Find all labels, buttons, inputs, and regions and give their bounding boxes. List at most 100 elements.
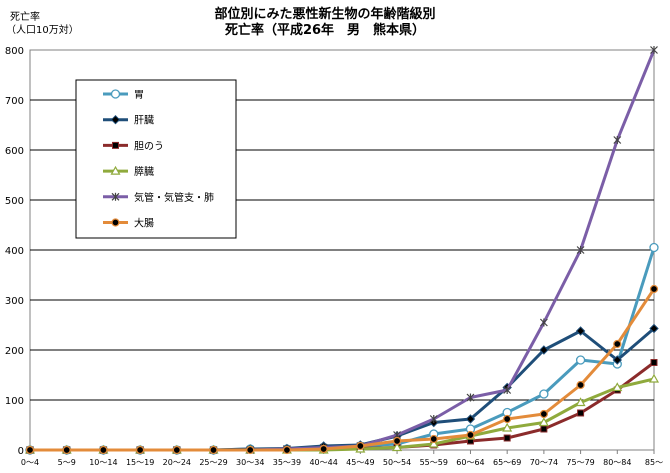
y-tick-label: 700 — [5, 96, 24, 107]
point — [577, 409, 585, 417]
y-axis-label-line2: （人口10万対） — [6, 23, 79, 36]
legend-label: 膵臓 — [134, 166, 154, 178]
x-tick-label: 60～64 — [456, 458, 484, 467]
x-tick-label: 65～69 — [493, 458, 521, 467]
point — [613, 339, 622, 349]
x-tick-label: 15～19 — [126, 458, 154, 467]
y-tick-label: 0 — [18, 446, 24, 457]
point — [503, 414, 512, 424]
y-axis-label-line1: 死亡率 — [10, 10, 40, 23]
point — [429, 434, 438, 444]
chart-subtitle: 死亡率（平成26年 男 熊本県） — [225, 22, 425, 38]
point — [62, 445, 71, 455]
x-tick-label: 20～24 — [163, 458, 191, 467]
y-axis-ticks: 0 100 200 300 400 500 600 700 800 — [5, 46, 24, 457]
x-tick-label: 5～9 — [58, 458, 76, 467]
point — [99, 445, 108, 455]
point — [110, 89, 121, 99]
chart-title: 部位別にみた悪性新生物の年齢階級別 — [214, 6, 435, 22]
point — [110, 165, 121, 175]
y-tick-label: 300 — [5, 296, 24, 307]
point — [649, 284, 659, 294]
x-tick-label: 25～29 — [199, 458, 227, 467]
legend-label: 大腸 — [134, 217, 154, 230]
point — [539, 345, 549, 355]
y-tick-label: 200 — [5, 346, 24, 357]
point — [539, 389, 549, 399]
point — [649, 323, 659, 334]
legend-entry: 気管・気管支・肺 — [103, 191, 214, 204]
point — [246, 445, 255, 455]
point — [648, 373, 660, 383]
point — [503, 434, 511, 442]
series-lines — [24, 46, 660, 455]
point — [172, 445, 181, 455]
point — [392, 442, 403, 452]
x-tick-label: 0～4 — [21, 458, 39, 467]
point — [613, 136, 622, 144]
legend-entry: 胆のう — [103, 140, 164, 152]
point — [282, 445, 292, 455]
point — [539, 409, 549, 419]
x-tick-label: 55～59 — [420, 458, 448, 467]
point — [209, 445, 218, 455]
point — [465, 414, 476, 424]
x-tick-label: 50～54 — [383, 458, 411, 467]
x-tick-label: 30～34 — [236, 458, 264, 467]
x-tick-label: 45～49 — [346, 458, 374, 467]
point — [612, 382, 623, 392]
x-tick-label: 75～79 — [566, 458, 594, 467]
x-tick-label: 40～44 — [309, 458, 337, 467]
point — [650, 359, 658, 366]
point — [110, 114, 121, 125]
point — [540, 425, 548, 433]
legend-entry: 膵臓 — [103, 165, 154, 178]
legend-label: 気管・気管支・肺 — [134, 191, 214, 204]
point — [429, 415, 438, 423]
point — [356, 441, 365, 451]
x-tick-label: 80～84 — [603, 458, 631, 467]
point — [576, 380, 585, 390]
point — [650, 46, 658, 54]
point — [612, 355, 623, 365]
point — [466, 430, 475, 440]
point — [466, 393, 475, 402]
y-tick-label: 800 — [5, 46, 24, 57]
y-tick-label: 600 — [5, 146, 24, 157]
x-tick-label: 35～39 — [273, 458, 301, 467]
x-tick-label: 85～ — [645, 458, 663, 467]
x-tick-label: 70～74 — [530, 458, 558, 467]
point — [538, 417, 549, 427]
series-line — [30, 288, 656, 452]
point — [649, 242, 659, 253]
point — [502, 422, 513, 432]
point — [428, 438, 439, 448]
point — [111, 218, 120, 227]
legend-entry: 大腸 — [103, 217, 154, 230]
point — [575, 355, 586, 365]
y-tick-label: 100 — [5, 396, 24, 407]
point — [112, 141, 119, 149]
x-axis-ticks: 0～4 5～9 10～14 15～19 20～24 25～29 30～34 35～39 40～4… — [21, 450, 663, 467]
series — [25, 284, 659, 455]
point — [503, 386, 512, 394]
y-tick-label: 400 — [5, 246, 24, 257]
legend-label: 胆のう — [134, 140, 164, 152]
legend-box — [75, 79, 237, 239]
point — [111, 192, 120, 201]
y-tick-label: 500 — [5, 196, 24, 207]
point — [319, 444, 328, 454]
point — [575, 397, 586, 407]
legend-entry: 胃 — [103, 89, 144, 101]
legend-entry: 肝臓 — [103, 115, 154, 127]
point — [392, 436, 402, 446]
point — [135, 445, 145, 455]
x-tick-label: 10～14 — [89, 458, 117, 467]
point — [576, 246, 585, 254]
point — [575, 326, 586, 336]
point — [539, 318, 548, 327]
legend-label: 胃 — [134, 89, 144, 101]
legend-label: 肝臓 — [134, 115, 154, 127]
